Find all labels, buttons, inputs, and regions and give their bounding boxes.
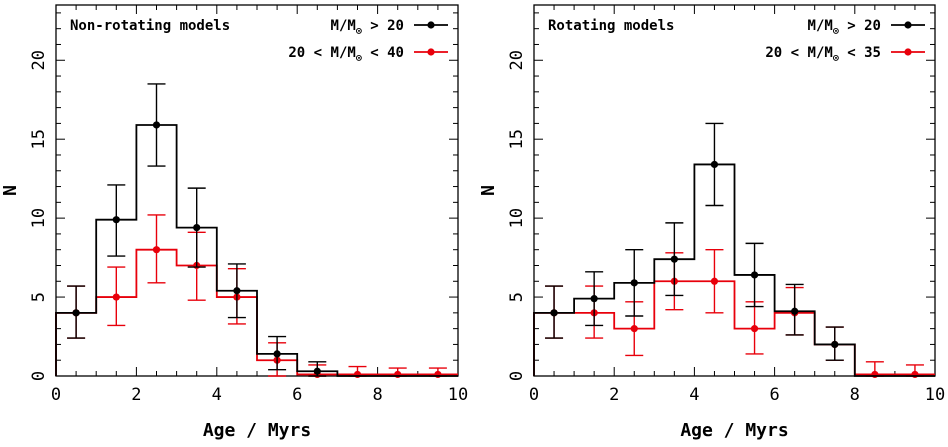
legend-label: 20 < M/M⊙ < 35 — [765, 45, 881, 64]
data-point — [233, 287, 241, 295]
legend-label-suffix: < 40 — [362, 45, 404, 61]
x-tick-label: 8 — [372, 385, 382, 405]
legend-label: M/M⊙ > 20 — [331, 18, 404, 37]
panel-rotating: 0 2 4 6 8 10 0 5 10 15 20 Age / Myrs N Rotating model… — [478, 4, 945, 441]
y-tick-label: 15 — [29, 129, 49, 149]
y-tick-label: 20 — [507, 50, 527, 70]
x-tick-label: 4 — [212, 385, 222, 405]
data-point — [750, 271, 759, 279]
histogram-step — [533, 163, 935, 377]
legend-label: 20 < M/M⊙ < 40 — [288, 45, 404, 64]
data-point — [72, 309, 80, 317]
x-axis-label: Age / Myrs — [680, 420, 788, 441]
sun-symbol: ⊙ — [356, 26, 362, 37]
x-tick-label: 8 — [850, 385, 860, 405]
sun-symbol: ⊙ — [356, 53, 362, 64]
y-tick-label: 10 — [29, 208, 49, 228]
panel-title: Rotating models — [548, 18, 674, 34]
y-tick-label: 15 — [507, 129, 527, 149]
data-point — [710, 160, 719, 169]
data-point — [670, 255, 678, 263]
legend-label-prefix: 20 < M/M — [288, 45, 355, 61]
data-point — [193, 224, 201, 232]
data-point — [550, 309, 558, 317]
data-point — [273, 350, 281, 358]
y-axis-label: N — [478, 185, 499, 196]
data-point — [112, 216, 120, 224]
data-point — [710, 277, 719, 285]
y-tick-label: 5 — [29, 292, 49, 302]
data-point — [911, 370, 919, 379]
panel-non-rotating: 0 2 4 6 8 10 0 5 10 15 20 Age / Myrs N Non-rotating m… — [0, 4, 468, 441]
x-tick-label: 10 — [925, 385, 945, 405]
x-tick-label: 6 — [769, 385, 779, 405]
y-tick-label: 10 — [507, 208, 527, 228]
data-point — [152, 121, 161, 129]
series-all-massive — [55, 83, 458, 377]
legend-marker — [427, 48, 435, 56]
data-point — [152, 246, 161, 254]
x-tick-label: 0 — [51, 385, 61, 405]
sun-symbol: ⊙ — [833, 26, 839, 37]
legend-label-prefix: M/M — [331, 18, 356, 34]
data-point — [353, 370, 362, 379]
histogram-step — [55, 124, 458, 377]
data-point — [590, 295, 598, 303]
legend-label-prefix: 20 < M/M — [765, 45, 832, 61]
data-point — [750, 325, 759, 333]
legend-label-suffix: < 35 — [839, 45, 881, 61]
legend-label-suffix: > 20 — [362, 18, 404, 34]
legend-marker — [427, 21, 435, 29]
y-tick-label: 0 — [29, 371, 49, 381]
legend-marker — [904, 21, 912, 29]
x-tick-label: 2 — [609, 385, 619, 405]
data-point — [313, 367, 321, 375]
data-point — [791, 307, 799, 315]
series-all-massive — [533, 122, 935, 377]
x-tick-label: 4 — [689, 385, 699, 405]
x-axis-label: Age / Myrs — [203, 420, 311, 441]
data-point — [434, 370, 442, 379]
legend-marker — [904, 48, 912, 56]
data-point — [112, 293, 120, 301]
data-point — [630, 279, 638, 287]
x-tick-label: 2 — [131, 385, 141, 405]
y-tick-label: 5 — [507, 292, 527, 302]
legend-label: M/M⊙ > 20 — [808, 18, 881, 37]
x-tick-label: 6 — [292, 385, 302, 405]
y-tick-label: 0 — [507, 371, 527, 381]
legend-label-prefix: M/M — [808, 18, 833, 34]
panel-title: Non-rotating models — [70, 18, 230, 34]
data-point — [831, 340, 839, 349]
data-point — [630, 325, 638, 333]
legend-label-suffix: > 20 — [839, 18, 881, 34]
data-point — [394, 370, 402, 379]
y-axis-label: N — [0, 185, 21, 196]
y-tick-label: 20 — [29, 50, 49, 70]
data-point — [871, 370, 879, 379]
sun-symbol: ⊙ — [833, 53, 839, 64]
x-tick-label: 0 — [529, 385, 539, 405]
x-tick-label: 10 — [448, 385, 468, 405]
